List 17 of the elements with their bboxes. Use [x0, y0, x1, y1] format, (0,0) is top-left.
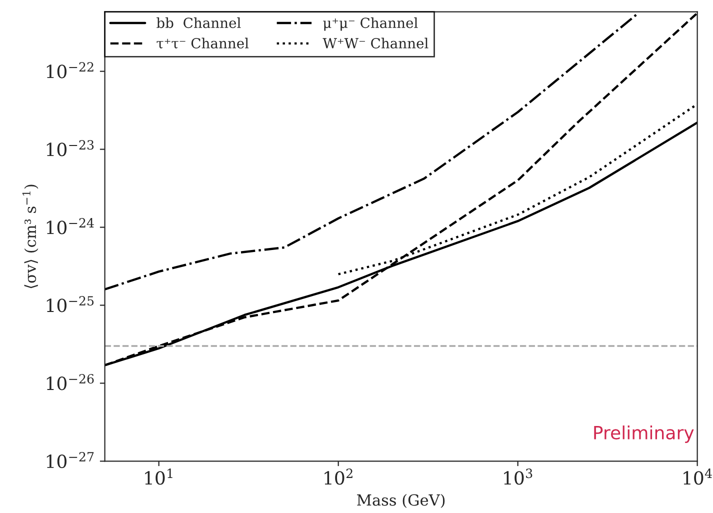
y-tick-label: 10$^{−27}$	[46, 452, 94, 468]
y-tick-label: 10$^{−23}$	[46, 140, 94, 156]
x-tick-label: 10$^{4}$	[684, 468, 712, 485]
y-axis-title: ⟨σv⟩ (cm³ s$^{−1}$)	[22, 184, 38, 288]
x-tick-label: 10$^{3}$	[504, 468, 532, 485]
y-tick-label: 10$^{−22}$	[46, 62, 94, 78]
x-tick-label: 10$^{2}$	[324, 468, 352, 485]
y-tick-label: 10$^{−26}$	[46, 374, 94, 390]
x-axis-title: Mass (GeV)	[357, 494, 445, 508]
annotation: Preliminary	[594, 425, 694, 443]
legend-label: τ⁺τ⁻ Channel	[156, 38, 249, 48]
x-tick-label: 10$^{1}$	[145, 468, 172, 485]
legend-label: W⁺W⁻ Channel	[322, 38, 428, 48]
y-tick-label: 10$^{−25}$	[46, 296, 94, 312]
y-tick-label: 10$^{−24}$	[46, 218, 94, 234]
legend-label: μ⁺μ⁻ Channel	[323, 17, 418, 31]
legend-label: bb Channel	[156, 17, 241, 28]
